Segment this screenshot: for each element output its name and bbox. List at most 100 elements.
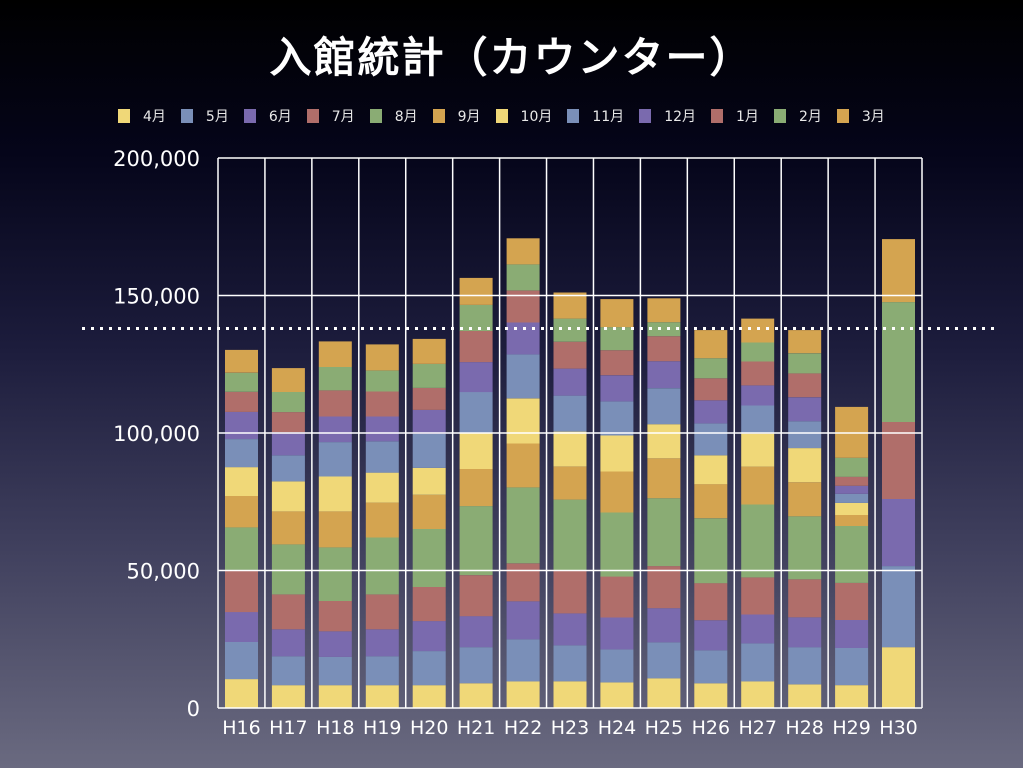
legend-item: 1月 [711, 106, 759, 126]
bar-segment-H18-0 [318, 685, 352, 708]
bar-segment-H18-2 [318, 631, 352, 657]
bar-segment-H27-10 [741, 342, 775, 362]
legend-swatch [118, 109, 130, 123]
bar-segment-H19-10 [365, 370, 399, 392]
bar-segment-H18-6 [318, 476, 352, 512]
legend-label: 4月 [143, 109, 166, 125]
legend-label: 5月 [205, 109, 229, 125]
legend-swatch [773, 109, 786, 123]
bar-segment-H21-5 [459, 469, 493, 507]
bar-segment-H24-11 [600, 299, 634, 328]
bar-segment-H26-3 [694, 583, 728, 621]
bar-segment-H17-2 [271, 629, 305, 657]
bar-segment-H25-6 [647, 424, 681, 459]
bar-segment-H26-11 [694, 330, 728, 359]
bar-segment-H17-7 [271, 455, 305, 482]
bar-segment-H28-8 [788, 397, 822, 422]
bar-segment-H18-4 [318, 547, 352, 601]
bar-segment-H20-6 [412, 467, 446, 495]
bar-segment-H18-3 [318, 601, 352, 632]
bar-segment-H29-10 [835, 457, 869, 477]
legend-label: 11月 [592, 109, 625, 125]
y-tick-label: 50,000 [127, 560, 200, 584]
bar-segment-H29-6 [835, 502, 869, 515]
bar-segment-H16-2 [225, 612, 258, 642]
bar-segment-H26-9 [694, 378, 728, 401]
x-tick-label: H27 [738, 717, 776, 739]
bar-segment-H21-10 [459, 304, 493, 331]
bar-segment-H22-7 [506, 354, 540, 399]
bar-segment-H20-11 [412, 338, 446, 364]
bar-segment-H26-4 [694, 518, 728, 584]
bar-segment-H24-5 [600, 471, 634, 513]
x-tick-label: H19 [363, 717, 401, 739]
bar-segment-H24-9 [600, 350, 634, 376]
bar-segment-H18-5 [318, 511, 352, 548]
legend-label: 6月 [268, 109, 292, 125]
bar-segment-H24-2 [600, 617, 634, 650]
x-tick-label: H18 [316, 717, 354, 739]
bar-segment-H28-2 [788, 617, 822, 648]
bar-segment-H28-6 [788, 448, 822, 483]
bar-segment-H23-8 [553, 368, 587, 396]
bar-segment-H18-10 [318, 367, 352, 391]
bar-segment-H28-7 [788, 421, 822, 449]
bar-segment-H23-10 [553, 318, 587, 342]
bar-segment-H16-6 [225, 467, 258, 496]
chart-title: 入館統計（カウンター） [269, 33, 754, 82]
bar-segment-H23-3 [553, 570, 587, 614]
legend-label: 7月 [331, 109, 355, 125]
bar-segment-H29-3 [835, 582, 869, 620]
bar-segment-H19-2 [365, 629, 399, 657]
bar-segment-H24-4 [600, 512, 634, 577]
bar-segment-H21-1 [459, 647, 493, 684]
bar-segment-H19-9 [365, 391, 399, 417]
bar-segment-H18-1 [318, 656, 352, 686]
bar-segment-H30-4 [882, 302, 915, 422]
bar-segment-H19-3 [365, 594, 399, 630]
bar-segment-H26-6 [694, 455, 728, 485]
bar-segment-H28-3 [788, 579, 822, 618]
legend-item: 10月 [495, 106, 553, 126]
x-tick-label: H26 [692, 717, 730, 739]
bar-segment-H26-1 [694, 650, 728, 684]
bar-segment-H28-4 [788, 516, 822, 580]
bar-segment-H16-0 [225, 679, 258, 708]
bar-segment-H27-9 [741, 361, 775, 386]
bar-segment-H27-1 [741, 643, 775, 682]
bar-segment-H25-9 [647, 336, 681, 362]
bar-segment-H27-11 [741, 318, 775, 343]
bar-segment-H28-9 [788, 373, 822, 398]
bar-segment-H27-0 [741, 681, 775, 708]
legend-swatch [836, 109, 849, 123]
legend-item: 4月 [118, 106, 166, 126]
bar-segment-H24-7 [600, 401, 634, 436]
x-tick-label: H24 [598, 717, 636, 739]
legend-swatch [639, 109, 652, 123]
bar-segment-H29-8 [835, 485, 869, 494]
legend-swatch [495, 109, 508, 123]
bar-segment-H27-6 [741, 433, 775, 467]
legend-item: 12月 [639, 106, 696, 126]
bar-segment-H23-0 [553, 681, 587, 708]
legend-swatch [567, 109, 580, 123]
x-tick-label: H20 [410, 717, 448, 739]
bar-segment-H16-7 [225, 439, 258, 468]
bar-segment-H28-11 [788, 330, 822, 354]
bar-segment-H19-1 [365, 656, 399, 686]
bar-segment-H29-5 [835, 515, 869, 526]
bar-segment-H24-6 [600, 435, 634, 472]
bar-segment-H20-0 [412, 685, 446, 708]
legend-label: 3月 [861, 109, 885, 125]
bar-segment-H23-5 [553, 466, 587, 500]
bar-segment-H17-5 [271, 511, 305, 545]
x-tick-label: H22 [504, 717, 542, 739]
bar-segment-H29-9 [835, 476, 869, 486]
bar-segment-H23-6 [553, 431, 587, 467]
bar-segment-H16-3 [225, 570, 258, 613]
bar-segment-H26-7 [694, 423, 728, 456]
legend-label: 10月 [520, 109, 553, 125]
x-tick-label: H29 [832, 717, 870, 739]
bar-segment-H25-8 [647, 361, 681, 389]
bar-segment-H20-9 [412, 387, 446, 410]
